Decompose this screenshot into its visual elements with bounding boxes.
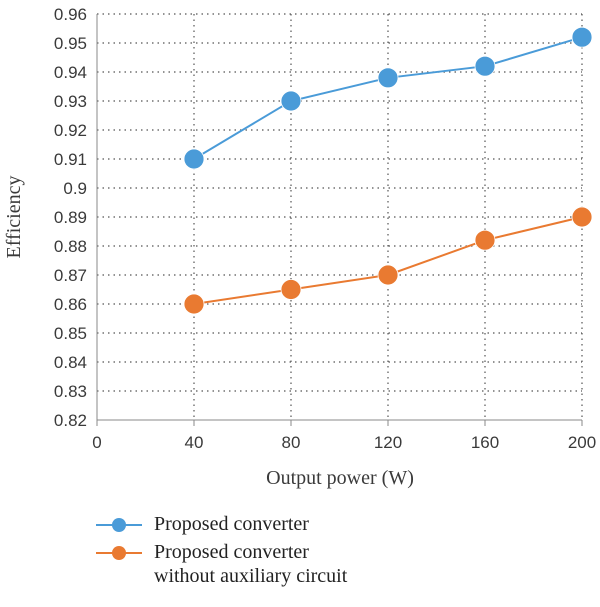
- data-point-0: [571, 26, 593, 48]
- x-axis-label: Output power (W): [266, 467, 414, 489]
- axes: [96, 14, 583, 426]
- y-tick-label: 0.82: [54, 411, 87, 430]
- y-tick-label: 0.86: [54, 295, 87, 314]
- data-point-0: [474, 55, 496, 77]
- legend-label-line1: Proposed converter: [154, 541, 309, 563]
- legend-swatch-blue: [96, 518, 142, 532]
- y-tick-label: 0.87: [54, 266, 87, 285]
- data-point-0: [280, 90, 302, 112]
- x-tick-label: 160: [471, 433, 499, 452]
- data-point-1: [280, 279, 302, 300]
- legend: Proposed converter Proposed converter wi…: [96, 512, 347, 592]
- x-tick-label: 120: [374, 433, 402, 452]
- data-point-0: [377, 67, 399, 89]
- y-tick-label: 0.96: [54, 5, 87, 24]
- y-tick-label: 0.84: [54, 353, 87, 372]
- data-series: [183, 26, 593, 315]
- y-tick-label: 0.91: [54, 150, 87, 169]
- data-point-1: [377, 264, 399, 286]
- x-tick-label: 0: [92, 433, 101, 452]
- legend-label-line2: without auxiliary circuit: [154, 565, 348, 587]
- y-tick-label: 0.93: [54, 92, 87, 111]
- grid-lines: [97, 13, 583, 420]
- y-tick-label: 0.9: [63, 179, 87, 198]
- legend-swatch-orange: [96, 546, 142, 560]
- x-tick-label: 40: [185, 433, 204, 452]
- data-point-1: [571, 206, 593, 228]
- legend-item-without-aux: Proposed converter without auxiliary cir…: [96, 540, 347, 588]
- data-point-1: [474, 229, 496, 251]
- y-tick-label: 0.95: [54, 34, 87, 53]
- data-point-0: [183, 148, 205, 170]
- legend-item-proposed: Proposed converter: [96, 512, 347, 536]
- y-axis-label: Efficiency: [3, 176, 25, 259]
- y-tick-label: 0.85: [54, 324, 87, 343]
- tick-labels: 0.82 0.83 0.84 0.85 0.86 0.87 0.88 0.89 0.9 0.91 0…: [54, 5, 596, 452]
- y-tick-label: 0.88: [54, 237, 87, 256]
- y-tick-label: 0.89: [54, 208, 87, 227]
- x-tick-label: 80: [282, 433, 301, 452]
- series-line-1: [193, 216, 583, 305]
- efficiency-chart: 0.82 0.83 0.84 0.85 0.86 0.87 0.88 0.89 0.9 0.91 0…: [3, 5, 596, 489]
- x-tick-label: 200: [568, 433, 596, 452]
- y-tick-label: 0.92: [54, 121, 87, 140]
- data-point-1: [183, 293, 205, 315]
- y-tick-label: 0.83: [54, 382, 87, 401]
- y-tick-label: 0.94: [54, 63, 87, 82]
- legend-label-line1: Proposed converter: [154, 513, 309, 535]
